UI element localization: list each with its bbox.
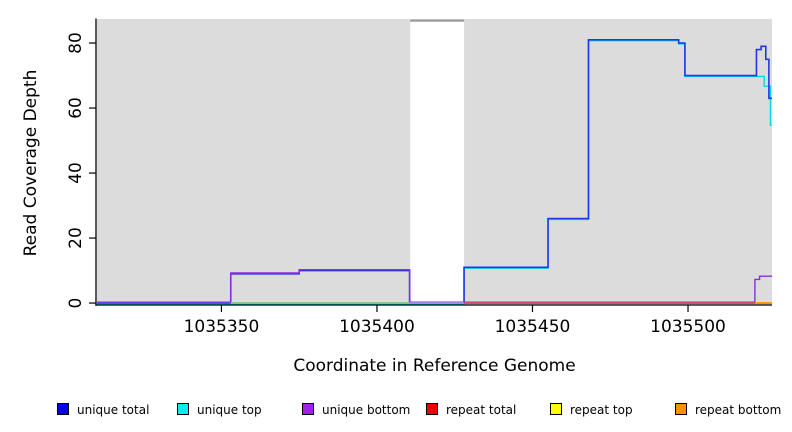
y-tick-label: 40	[66, 162, 86, 184]
x-axis-title: Coordinate in Reference Genome	[293, 356, 576, 376]
legend-item-unique-bottom: unique bottom	[302, 399, 410, 417]
x-tick-label: 1035500	[650, 317, 726, 337]
legend-item-unique-total: unique total	[57, 399, 149, 417]
series-unique-bottom	[97, 268, 772, 303]
legend-label: repeat bottom	[695, 402, 782, 417]
legend-swatch-unique-top	[177, 402, 189, 415]
series-unique-total	[97, 39, 772, 304]
chart-legend: unique total unique top unique bottom re…	[0, 399, 792, 421]
gap-band	[410, 21, 465, 305]
x-tick-label: 1035350	[184, 317, 260, 337]
legend-label: unique bottom	[322, 402, 411, 417]
legend-swatch-repeat-top	[550, 402, 562, 415]
legend-swatch-unique-total	[57, 402, 69, 415]
legend-item-repeat-bottom: repeat bottom	[675, 399, 781, 417]
legend-label: repeat total	[446, 402, 517, 417]
y-tick-label: 0	[66, 298, 86, 309]
y-axis-title: Read Coverage Depth	[21, 69, 41, 257]
x-tick-label: 1035400	[339, 317, 415, 337]
legend-swatch-repeat-total	[426, 402, 438, 415]
y-tick-label: 20	[66, 227, 86, 249]
legend-swatch-repeat-bottom	[675, 402, 687, 415]
y-tick-label: 60	[66, 97, 86, 119]
x-tick-label: 1035450	[495, 317, 571, 337]
legend-swatch-unique-bottom	[302, 402, 314, 415]
legend-label: unique total	[77, 402, 150, 417]
legend-label: repeat top	[570, 402, 633, 417]
legend-label: unique top	[197, 402, 262, 417]
legend-item-repeat-top: repeat top	[550, 399, 633, 417]
legend-item-unique-top: unique top	[177, 399, 262, 417]
y-tick-label: 80	[66, 32, 86, 54]
legend-item-repeat-total: repeat total	[426, 399, 516, 417]
